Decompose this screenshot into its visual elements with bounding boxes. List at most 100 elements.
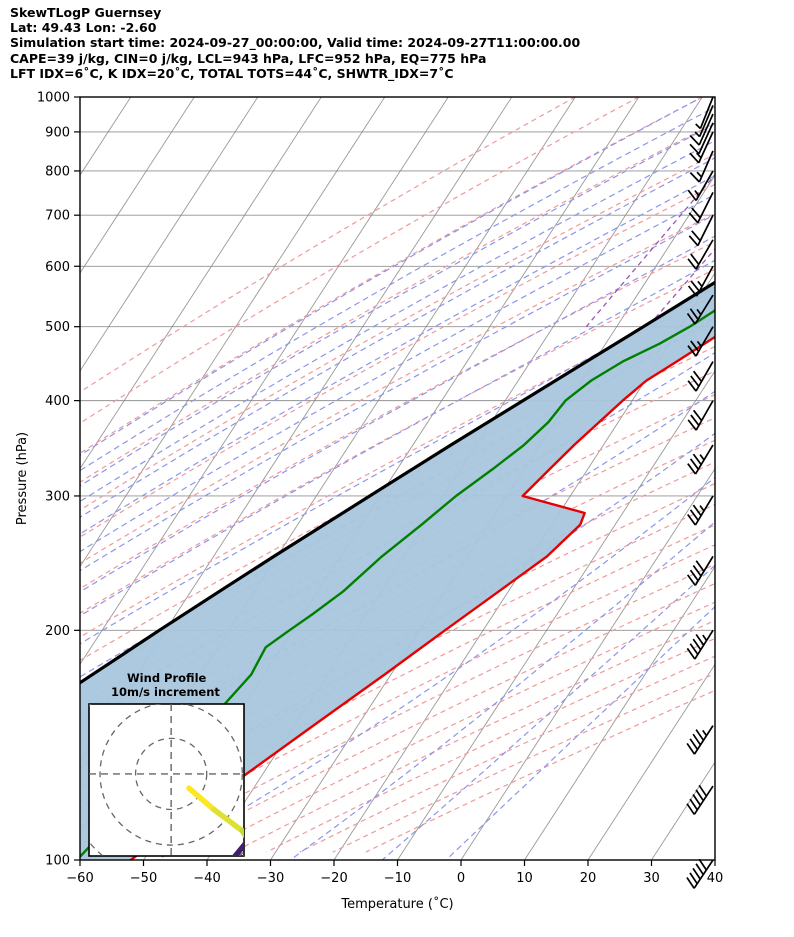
dry-adiabat-line <box>80 183 715 538</box>
mixing-ratio-line <box>752 97 794 327</box>
moist-adiabat-line <box>80 157 715 518</box>
profile-dewpoint-line <box>80 308 715 859</box>
hodograph-segment <box>132 888 160 913</box>
wind-barb <box>686 858 714 889</box>
x-axis-label: Temperature (˚C) <box>340 896 453 912</box>
wind-barb <box>695 96 714 130</box>
moist-adiabat-line <box>80 140 715 503</box>
hodograph-segment <box>128 891 149 902</box>
wind-barb <box>687 495 714 526</box>
wind-barb <box>689 131 714 164</box>
y-tick-label: 100 <box>45 854 70 869</box>
isotherm-line <box>587 663 715 860</box>
moist-adiabat-line <box>80 99 697 456</box>
y-axis-label: Pressure (hPa) <box>15 432 30 525</box>
dry-adiabat-line <box>80 295 715 638</box>
wind-barb <box>689 122 714 155</box>
inset-title-line1: Wind Profile <box>127 671 207 685</box>
wind-barb <box>687 361 714 392</box>
header-line-times: Simulation start time: 2024-09-27_00:00:… <box>10 35 581 51</box>
inset-title-line2: 10m/s increment <box>111 685 220 699</box>
moist-adiabat-line <box>80 213 715 572</box>
header-line-title: SkewTLogP Guernsey <box>10 5 162 20</box>
dry-adiabat-line <box>80 212 715 564</box>
hodograph-segment <box>118 902 129 927</box>
y-tick-label: 900 <box>45 125 70 140</box>
header-line-latlon: Lat: 49.43 Lon: -2.60 <box>10 20 157 36</box>
x-tick-label: 0 <box>457 871 465 886</box>
hodograph-segment <box>150 891 178 895</box>
dry-adiabat-line <box>80 97 703 454</box>
isotherm-line <box>333 272 715 860</box>
x-tick-label: 40 <box>707 871 724 886</box>
isotherm-line <box>80 97 386 568</box>
hodograph-segment <box>160 877 192 888</box>
isotherm-line <box>80 97 195 274</box>
dry-adiabat-line <box>100 544 715 853</box>
dry-adiabat-line <box>266 637 715 853</box>
hodograph-segment <box>211 806 244 834</box>
dry-adiabat-line <box>365 689 715 853</box>
x-tick-label: 20 <box>580 871 597 886</box>
dry-adiabat-line <box>233 619 715 853</box>
y-tick-label: 200 <box>45 624 70 639</box>
moist-adiabat-line <box>289 521 715 860</box>
hodograph-segment <box>285 777 313 795</box>
wind-barb-column <box>686 96 714 889</box>
x-tick-label: −60 <box>66 871 93 886</box>
wind-barb <box>687 400 714 431</box>
isotherm-line <box>80 97 259 372</box>
wind-barb <box>688 191 714 224</box>
isotherm-line <box>651 761 715 860</box>
hodograph-segment <box>231 840 244 856</box>
y-tick-label: 800 <box>45 164 70 179</box>
hodograph-segment <box>186 785 217 813</box>
isotherm-line <box>80 97 322 470</box>
hodograph-segment <box>182 916 193 937</box>
wind-barb <box>686 294 714 325</box>
wind-barb <box>687 444 714 475</box>
wind-barb <box>686 784 714 815</box>
hodograph-ring <box>134 737 208 811</box>
moist-adiabat-line <box>80 174 715 535</box>
profile-temperature-line <box>129 335 715 860</box>
dry-adiabat-line <box>299 655 715 853</box>
y-tick-label: 700 <box>45 209 70 224</box>
isotherm-line <box>779 97 794 860</box>
y-tick-label: 1000 <box>37 91 70 106</box>
x-tick-label: −10 <box>384 871 411 886</box>
wind-barb <box>689 150 714 183</box>
dry-adiabat-line <box>80 122 715 483</box>
y-tick-label: 600 <box>45 260 70 275</box>
dry-adiabat-line <box>133 563 715 853</box>
hodograph-segment <box>118 927 132 937</box>
isotherm-line <box>524 565 715 860</box>
moist-adiabat-line <box>80 193 715 553</box>
mixing-ratio-line <box>647 247 715 328</box>
x-tick-label: −30 <box>257 871 284 886</box>
y-tick-label: 300 <box>45 489 70 504</box>
wind-barb <box>694 105 714 138</box>
wind-barb <box>686 725 714 755</box>
hodograph-segment <box>178 895 192 916</box>
wind-barb <box>686 555 714 586</box>
hodograph-ring <box>99 704 243 846</box>
wind-barb <box>687 239 714 270</box>
dry-adiabat-line <box>80 97 576 393</box>
header-line-indices-1: CAPE=39 j/kg, CIN=0 j/kg, LCL=943 hPa, L… <box>10 50 487 66</box>
profile-parcel-line <box>80 280 715 685</box>
x-tick-label: −20 <box>320 871 347 886</box>
wind-barb <box>689 113 714 146</box>
moist-adiabat-line <box>80 123 715 487</box>
wind-barb <box>687 326 714 357</box>
wind-barb <box>688 214 714 247</box>
inset-frame <box>88 703 245 857</box>
x-tick-label: −40 <box>193 871 220 886</box>
mixing-ratio-line <box>585 173 715 328</box>
y-tick-label: 500 <box>45 320 70 335</box>
isotherm-line <box>460 467 715 860</box>
hodograph-segment <box>185 913 189 937</box>
